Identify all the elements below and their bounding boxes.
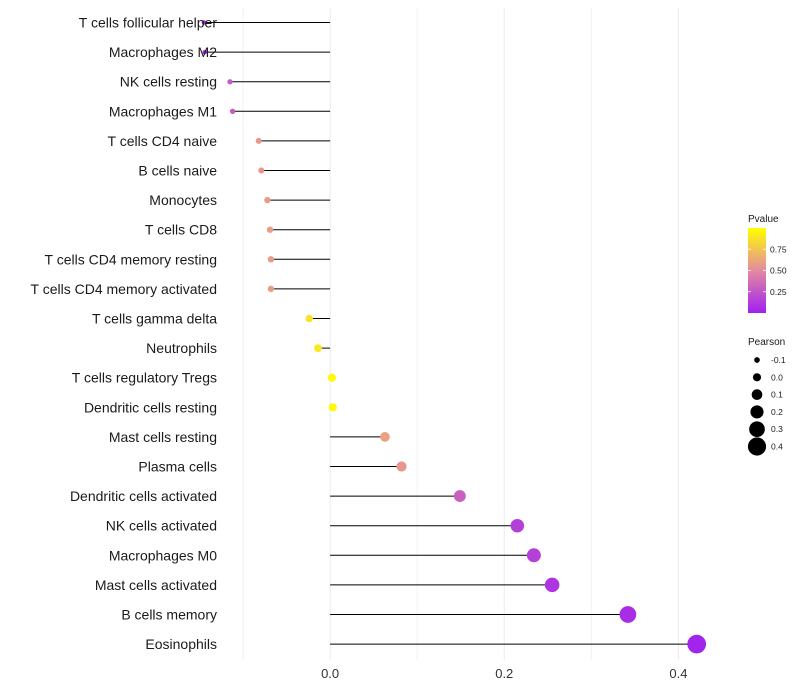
grid-lines: [242, 8, 679, 660]
lollipop-point: [396, 461, 407, 472]
y-axis-label: B cells naive: [138, 163, 217, 179]
x-tick-label: 0.0: [321, 666, 339, 681]
size-legend-label: 0.1: [771, 390, 783, 400]
lollipop-point: [267, 256, 275, 263]
y-axis-label: T cells gamma delta: [92, 311, 217, 327]
y-axis-label: B cells memory: [121, 607, 217, 623]
size-legend-label: 0.0: [771, 372, 783, 382]
y-axis-label: Eosinophils: [145, 636, 217, 652]
lollipop-point: [380, 432, 390, 442]
x-tick-label: 0.2: [495, 666, 513, 681]
y-axis-label: NK cells activated: [106, 518, 217, 534]
size-legend-dot: [747, 437, 767, 456]
color-legend-tick-label: 0.75: [770, 244, 787, 254]
lollipop-point: [314, 344, 322, 352]
y-axis-label: T cells CD4 memory resting: [45, 251, 217, 267]
lollipop-point: [687, 634, 707, 654]
y-axis-label: T cells CD4 naive: [108, 133, 218, 149]
lollipop-point: [305, 314, 314, 323]
size-legend-keys: -0.1 0.0 0.1 0.2 0.3 0.4: [747, 355, 786, 456]
color-legend-bar: [748, 228, 766, 313]
lollipop-point: [328, 403, 337, 412]
size-legend-dot: [752, 373, 762, 382]
y-axis-label: Macrophages M2: [109, 44, 217, 60]
y-axis-label: Macrophages M0: [109, 547, 217, 563]
y-axis-labels: T cells follicular helper Macrophages M2 N…: [31, 15, 218, 653]
size-legend-dot: [751, 389, 763, 400]
size-legend-label: 0.3: [771, 424, 783, 434]
lollipop-point: [266, 226, 274, 233]
lollipop-point: [510, 518, 525, 533]
lollipop-point: [202, 49, 208, 55]
lollipop-points: [201, 20, 707, 654]
size-legend-dot: [750, 405, 764, 419]
y-axis-label: NK cells resting: [120, 74, 217, 90]
legend: Pvalue 0.75 0.50 0.25 Pearson -0.1 0.0 0.1 0.…: [747, 214, 787, 456]
lollipop-point: [201, 20, 207, 25]
x-axis-ticks: 0.0 0.2 0.4: [321, 666, 687, 681]
y-axis-label: Dendritic cells activated: [70, 488, 217, 504]
y-axis-label: T cells regulatory Tregs: [72, 370, 217, 386]
lollipop-point: [327, 373, 336, 382]
lollipop-point: [544, 577, 560, 593]
lollipop-stems: [203, 22, 697, 645]
y-axis-label: T cells follicular helper: [79, 15, 218, 31]
lollipop-point: [267, 285, 275, 293]
lollipop-point: [227, 79, 233, 85]
y-axis-label: T cells CD4 memory activated: [31, 281, 217, 297]
y-axis-label: T cells CD8: [145, 222, 217, 238]
size-legend-label: 0.2: [771, 407, 783, 417]
color-legend-tick-label: 0.50: [770, 266, 787, 276]
lollipop-point: [526, 548, 541, 563]
lollipop-point: [258, 167, 265, 174]
y-axis-label: Plasma cells: [138, 459, 217, 475]
lollipop-point: [619, 606, 637, 623]
x-tick-label: 0.4: [669, 666, 687, 681]
lollipop-point: [264, 196, 271, 204]
y-axis-label: Monocytes: [149, 192, 217, 208]
color-legend-ticks: 0.75 0.50 0.25: [748, 244, 787, 297]
lollipop-point: [255, 137, 262, 144]
lollipop-point: [229, 108, 236, 114]
color-legend-title: Pvalue: [748, 214, 779, 225]
size-legend-label: -0.1: [771, 355, 786, 365]
size-legend-label: 0.4: [771, 442, 783, 452]
size-legend-dot: [754, 357, 760, 363]
y-axis-label: Neutrophils: [146, 340, 217, 356]
size-legend-dot: [749, 421, 765, 438]
y-axis-label: Mast cells activated: [95, 577, 217, 593]
color-legend-tick-label: 0.25: [770, 287, 787, 297]
y-axis-label: Mast cells resting: [109, 429, 217, 445]
y-axis-label: Macrophages M1: [109, 103, 217, 119]
lollipop-point: [453, 490, 466, 503]
y-axis-label: Dendritic cells resting: [84, 399, 217, 415]
size-legend-title: Pearson: [748, 337, 785, 348]
